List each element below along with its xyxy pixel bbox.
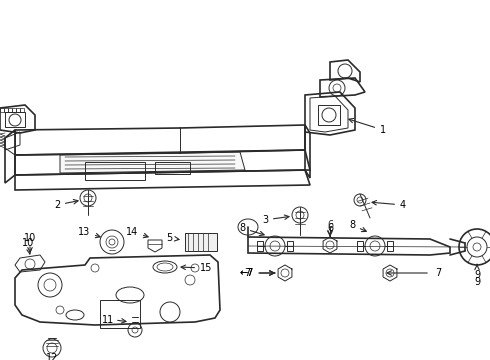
Bar [318,105,340,125]
Bar [100,300,140,328]
Bar [5,112,25,127]
Text: 3: 3 [262,215,289,225]
Bar [387,241,393,251]
Text: 7: 7 [244,268,250,278]
Polygon shape [60,152,245,173]
Text: ←7: ←7 [240,268,254,278]
Text: 15: 15 [181,263,212,273]
Text: 5: 5 [166,233,179,243]
Text: 12: 12 [46,353,58,360]
Text: ←7: ←7 [240,268,274,278]
Text: 2: 2 [54,199,78,210]
Text: 10: 10 [24,233,36,243]
Bar [287,241,293,251]
Bar [185,233,217,251]
Text: 9: 9 [474,264,480,280]
Text: 11: 11 [102,315,114,325]
Text: 10: 10 [22,238,34,254]
Text: 6: 6 [327,223,333,236]
Text: 13: 13 [78,227,100,238]
Text: 6: 6 [327,220,333,236]
Bar [85,162,145,180]
Bar [357,241,363,251]
Text: 9: 9 [474,277,480,287]
Text: 7: 7 [435,268,441,278]
Bar [257,241,263,251]
Text: 14: 14 [126,227,148,238]
Text: 1: 1 [349,118,386,135]
Text: 4: 4 [372,200,406,210]
Text: 8: 8 [239,223,264,236]
Bar [155,162,190,174]
Text: 8: 8 [349,220,367,231]
